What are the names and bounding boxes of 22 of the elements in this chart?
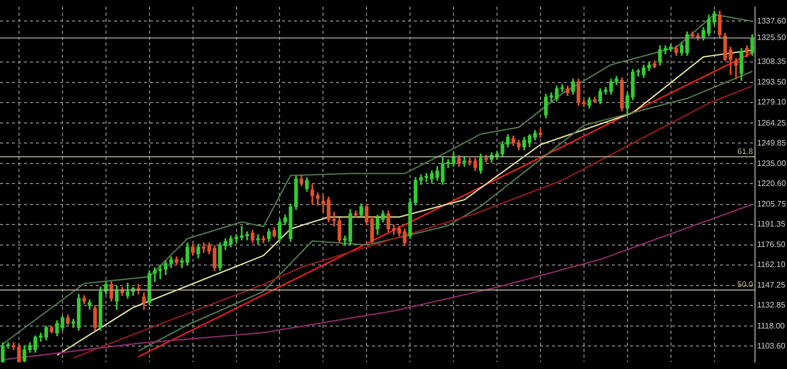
y-tick-label: 1220.60 <box>757 178 786 188</box>
candlestick <box>538 128 542 138</box>
y-tick-label: 1191.35 <box>757 219 786 228</box>
y-tick-label: 1249.85 <box>757 138 786 148</box>
y-tick-label: 1103.60 <box>757 341 786 350</box>
y-tick-label: 1279.10 <box>757 98 786 107</box>
y-tick-label: 1205.75 <box>757 199 786 208</box>
y-tick-label: 1147.25 <box>757 280 786 290</box>
annotation: 61.8 <box>737 146 754 156</box>
y-tick-label: 1132.85 <box>757 300 786 310</box>
y-tick-label: 1337.60 <box>757 16 786 26</box>
y-tick-label: 1176.50 <box>757 240 786 250</box>
y-tick-label: 1118.00 <box>757 321 786 330</box>
y-tick-label: 1308.35 <box>757 57 786 66</box>
candlestick <box>734 58 738 80</box>
annotation: 50.0 <box>737 280 754 290</box>
y-tick-label: 1162.10 <box>757 260 786 270</box>
y-tick-label: 1264.25 <box>757 118 786 128</box>
y-tick-label: 1235.00 <box>757 158 786 168</box>
y-tick-label: 1325.50 <box>757 33 786 42</box>
y-tick-label: 1293.50 <box>757 78 786 87</box>
candlestick <box>256 234 260 245</box>
